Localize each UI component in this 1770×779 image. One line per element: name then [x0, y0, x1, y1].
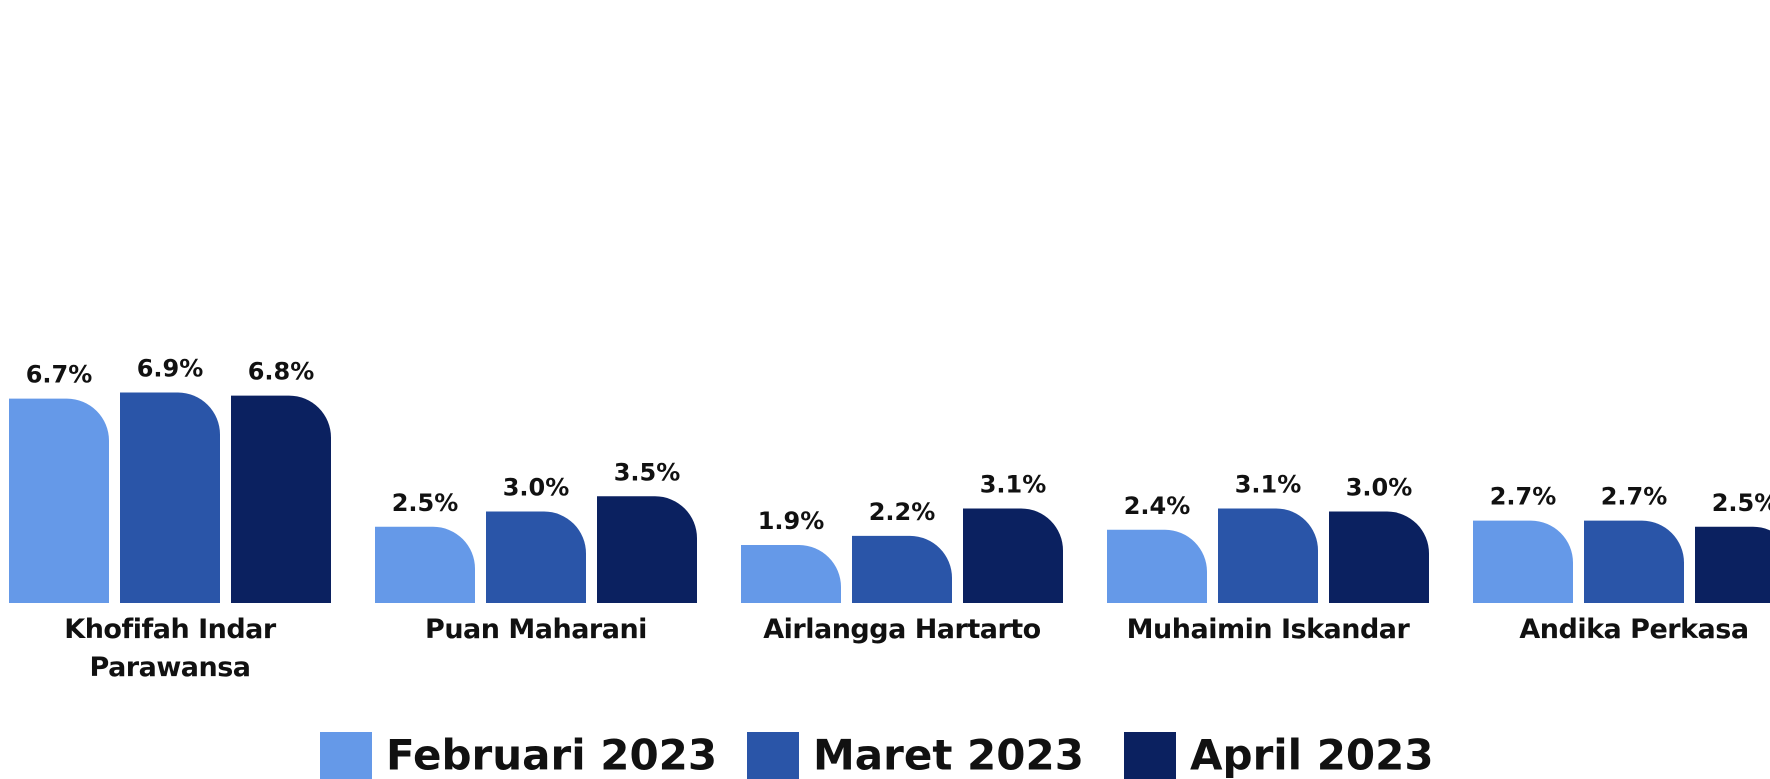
bar	[375, 527, 475, 603]
value-label: 3.1%	[1235, 470, 1302, 498]
legend-label: Maret 2023	[813, 731, 1084, 779]
category-label: Airlangga Hartarto	[752, 611, 1052, 649]
bar	[231, 396, 331, 603]
value-label: 2.7%	[1601, 483, 1668, 511]
value-label: 6.8%	[248, 358, 315, 386]
bar	[120, 393, 220, 603]
value-label: 1.9%	[758, 507, 825, 535]
bar	[1329, 512, 1429, 604]
value-label: 3.0%	[503, 474, 570, 502]
bar	[1695, 527, 1770, 603]
category-label: Khofifah Indar Parawansa	[20, 611, 320, 687]
page: {"chart_data": {"type": "bar", "categori…	[0, 0, 1770, 779]
legend-swatch	[747, 732, 799, 779]
value-label: 3.0%	[1346, 474, 1413, 502]
category-label: Puan Maharani	[386, 611, 686, 649]
value-label: 2.5%	[392, 489, 459, 517]
value-label: 2.4%	[1124, 492, 1191, 520]
value-label: 2.2%	[869, 498, 936, 526]
legend-label: April 2023	[1190, 731, 1434, 779]
value-label: 2.7%	[1490, 483, 1557, 511]
value-label: 3.5%	[614, 458, 681, 486]
bar	[852, 536, 952, 603]
category-label: Muhaimin Iskandar	[1118, 611, 1418, 649]
category-label: Andika Perkasa	[1484, 611, 1770, 649]
bar	[1584, 521, 1684, 603]
value-label: 3.1%	[980, 470, 1047, 498]
bar	[1473, 521, 1573, 603]
legend-swatch	[1124, 732, 1176, 779]
value-label: 6.7%	[26, 361, 93, 389]
legend-swatch	[320, 732, 372, 779]
bar	[597, 496, 697, 603]
bar	[1107, 530, 1207, 603]
bar	[9, 399, 109, 603]
value-label: 6.9%	[137, 355, 204, 383]
bar	[486, 512, 586, 604]
bar	[741, 545, 841, 603]
bar	[963, 508, 1063, 603]
value-label: 2.5%	[1712, 489, 1770, 517]
bar	[1218, 508, 1318, 603]
legend-label: Februari 2023	[386, 731, 717, 779]
